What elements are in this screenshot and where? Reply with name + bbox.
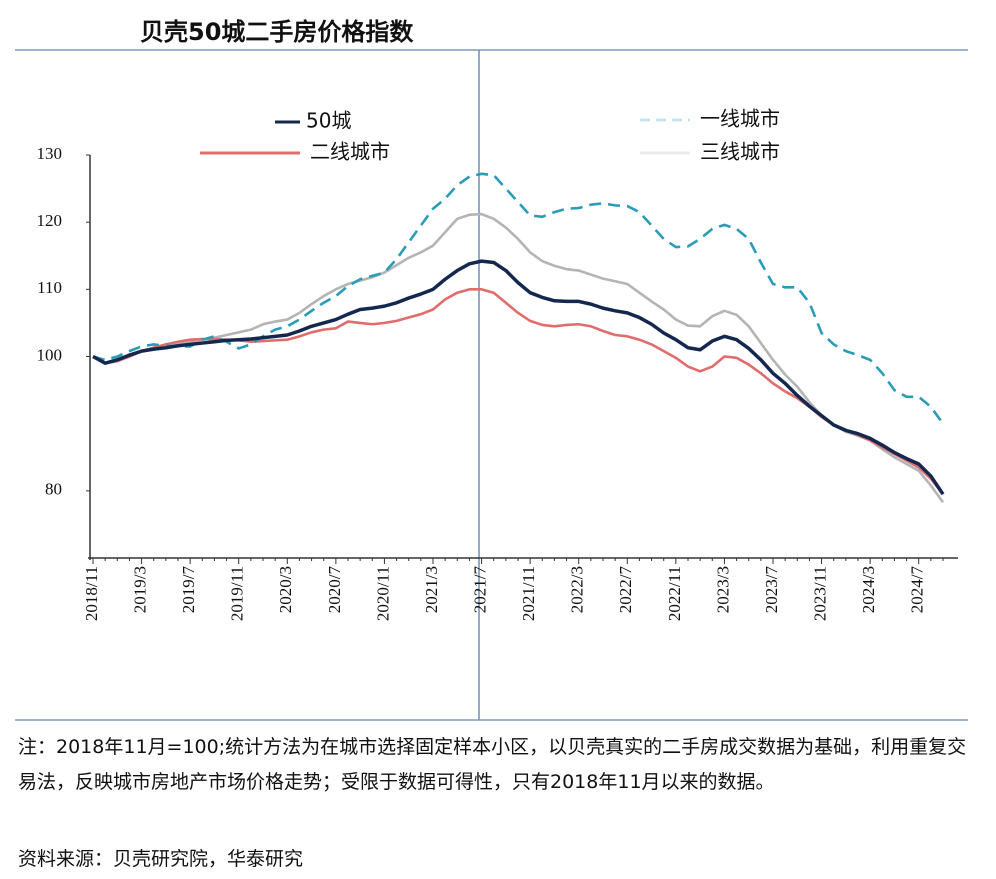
legend-label: 三线城市 xyxy=(700,140,780,164)
x-tick-label: 2023/11 xyxy=(810,566,829,621)
y-tick-label: 120 xyxy=(37,211,63,230)
x-tick-label: 2024/7 xyxy=(908,566,927,614)
source: 资料来源：贝壳研究院，华泰研究 xyxy=(18,848,304,870)
y-tick-label: 130 xyxy=(37,144,63,163)
x-tick-label: 2019/3 xyxy=(130,566,149,613)
y-tick-label: 100 xyxy=(37,345,63,364)
legend-label: 一线城市 xyxy=(700,107,780,131)
x-tick-label: 2023/3 xyxy=(713,566,732,613)
x-tick-label: 2019/11 xyxy=(228,566,247,621)
x-tick-label: 2021/7 xyxy=(470,566,489,614)
note: 注：2018年11月=100;统计方法为在城市选择固定样本小区，以贝壳真实的二手… xyxy=(18,736,967,793)
x-tick-label: 2021/3 xyxy=(422,566,441,613)
legend-label: 二线城市 xyxy=(310,140,390,164)
chart-title: 贝壳50城二手房价格指数 xyxy=(140,18,414,46)
legend-label: 50城 xyxy=(306,109,351,133)
x-tick-label: 2022/3 xyxy=(568,566,587,613)
x-tick-label: 2020/11 xyxy=(373,566,392,621)
series-line xyxy=(92,259,945,496)
series-line xyxy=(92,212,945,504)
x-tick-label: 2023/7 xyxy=(762,566,781,614)
series-line xyxy=(92,172,945,425)
x-tick-label: 2022/7 xyxy=(616,566,635,614)
x-tick-label: 2024/3 xyxy=(859,566,878,613)
x-tick-label: 2020/3 xyxy=(276,566,295,613)
y-tick-label: 110 xyxy=(37,278,62,297)
x-tick-label: 2019/7 xyxy=(179,566,198,614)
x-tick-label: 2020/7 xyxy=(325,566,344,614)
x-tick-label: 2022/11 xyxy=(665,566,684,621)
series-line xyxy=(92,288,945,495)
y-tick-label: 80 xyxy=(45,480,62,499)
x-tick-label: 2021/11 xyxy=(519,566,538,621)
x-tick-label: 2018/11 xyxy=(82,566,101,621)
